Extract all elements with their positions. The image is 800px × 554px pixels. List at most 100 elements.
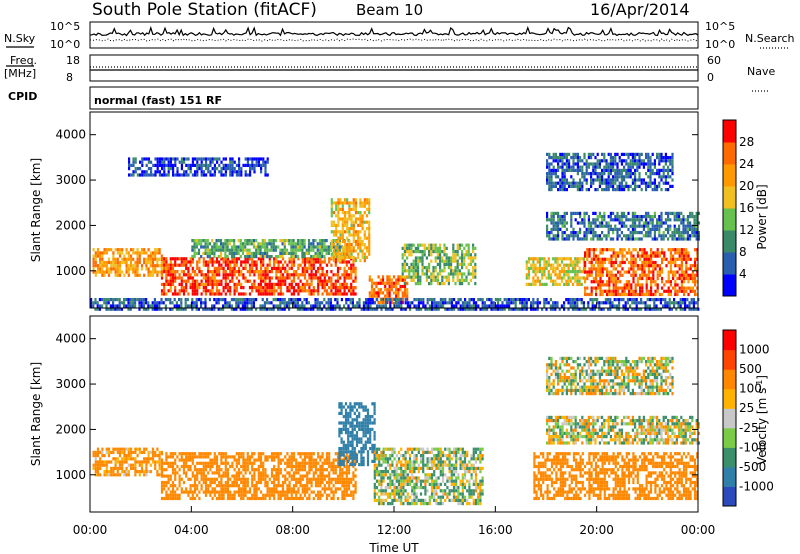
- power-cell: [252, 242, 256, 246]
- power-cell: [543, 282, 546, 286]
- power-cell: [128, 163, 131, 167]
- power-cell: [671, 178, 674, 182]
- power-cell: [235, 173, 238, 177]
- power-cell: [336, 304, 339, 308]
- power-cell: [272, 239, 275, 243]
- velocity-cell: [165, 480, 168, 485]
- power-cell: [295, 273, 298, 277]
- power-cell: [171, 266, 175, 270]
- power-cell: [337, 220, 340, 224]
- power-cell: [346, 236, 349, 240]
- power-cell: [594, 221, 597, 225]
- power-cell: [303, 245, 306, 249]
- power-cell: [592, 257, 595, 261]
- power-cell: [244, 248, 247, 252]
- power-cell: [559, 181, 562, 185]
- power-cell: [569, 270, 572, 274]
- power-cell: [389, 307, 392, 311]
- power-cell: [321, 242, 324, 246]
- power-cell: [673, 227, 676, 231]
- power-cell: [576, 181, 579, 185]
- velocity-cell: [167, 464, 170, 469]
- power-cell: [270, 286, 274, 290]
- power-cell: [640, 301, 643, 305]
- power-cell: [279, 255, 282, 259]
- power-cell: [169, 301, 172, 305]
- power-cell: [386, 278, 389, 282]
- power-cell: [332, 286, 335, 290]
- velocity-cell: [207, 484, 210, 488]
- power-cell: [641, 251, 644, 255]
- power-cell: [658, 231, 661, 235]
- power-cell: [660, 221, 663, 225]
- power-cell: [334, 286, 337, 290]
- power-cell: [453, 298, 456, 302]
- power-cell: [569, 279, 572, 283]
- power-cell: [279, 307, 282, 311]
- power-cell: [277, 304, 280, 308]
- power-cell: [379, 281, 382, 285]
- power-cell: [590, 257, 593, 261]
- power-cell: [603, 283, 606, 287]
- power-cell: [622, 307, 625, 311]
- power-cell: [636, 231, 639, 235]
- power-cell: [211, 279, 214, 283]
- power-cell: [297, 276, 300, 280]
- velocity-cell: [209, 480, 212, 485]
- power-cell: [257, 286, 260, 290]
- power-cell: [328, 292, 331, 296]
- power-cell: [587, 227, 590, 231]
- cpid-strip-frame: [89, 86, 699, 110]
- power-cell: [268, 292, 271, 296]
- power-cell: [274, 248, 278, 252]
- power-cell: [618, 181, 621, 185]
- power-cell: [658, 254, 661, 258]
- power-cell: [403, 275, 406, 279]
- power-cell: [237, 292, 241, 296]
- power-cell: [208, 298, 211, 302]
- power-cell: [631, 227, 634, 231]
- power-cell: [314, 239, 317, 243]
- power-cell: [642, 234, 645, 238]
- power-cell: [151, 304, 154, 308]
- power-cell: [220, 292, 223, 296]
- power-cell: [430, 272, 433, 276]
- power-cell: [220, 173, 223, 177]
- power-cell: [114, 304, 117, 308]
- power-cell: [587, 188, 590, 192]
- power-cell: [696, 267, 699, 271]
- velocity-cell: [185, 461, 188, 465]
- power-cell: [452, 269, 455, 273]
- power-cell: [348, 243, 351, 247]
- power-cell: [215, 286, 219, 290]
- velocity-cell: [235, 452, 238, 456]
- power-cell: [388, 288, 391, 292]
- power-cell: [672, 276, 675, 281]
- power-cell: [653, 298, 656, 302]
- power-cell: [594, 218, 597, 222]
- power-cell: [443, 269, 446, 273]
- velocity-cell: [226, 461, 230, 465]
- velocity-cell: [182, 458, 186, 462]
- power-cell: [335, 227, 338, 231]
- power-cell: [514, 298, 517, 302]
- power-cell: [563, 263, 566, 267]
- power-cell: [138, 260, 141, 265]
- power-cell: [218, 292, 221, 296]
- velocity-cell: [235, 477, 238, 481]
- power-cell: [605, 221, 608, 225]
- power-cell: [268, 260, 271, 264]
- power-cell: [264, 170, 267, 174]
- power-cell: [116, 248, 119, 252]
- power-cell: [318, 239, 322, 243]
- power-cell: [200, 173, 203, 177]
- power-cell: [248, 279, 252, 283]
- power-cell: [368, 223, 371, 227]
- velocity-cell: [198, 452, 201, 456]
- power-cell: [592, 264, 595, 268]
- power-cell: [668, 304, 671, 308]
- velocity-cell: [233, 468, 236, 472]
- power-cell: [576, 257, 579, 261]
- power-cell: [605, 178, 608, 182]
- power-cell: [270, 239, 273, 243]
